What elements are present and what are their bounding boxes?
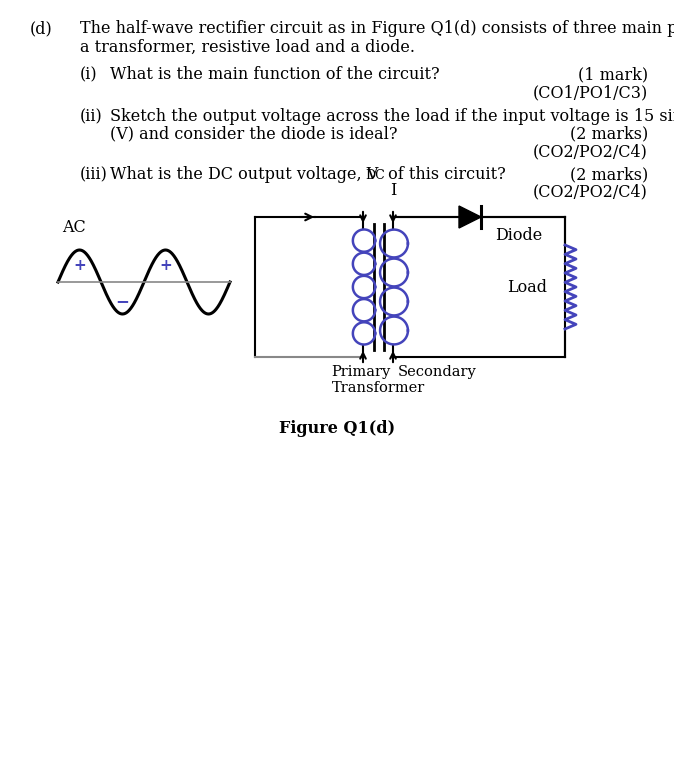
Text: (2 marks): (2 marks) — [570, 166, 648, 183]
Text: (CO1/PO1/C3): (CO1/PO1/C3) — [532, 84, 648, 101]
Text: (ii): (ii) — [80, 108, 102, 125]
Text: (CO2/PO2/C4): (CO2/PO2/C4) — [533, 183, 648, 200]
Text: (CO2/PO2/C4): (CO2/PO2/C4) — [533, 143, 648, 160]
Text: Diode: Diode — [495, 226, 543, 243]
Text: (2 marks): (2 marks) — [570, 125, 648, 142]
Text: The half-wave rectifier circuit as in Figure Q1(d) consists of three main parts,: The half-wave rectifier circuit as in Fi… — [80, 20, 674, 37]
Text: +: + — [73, 259, 86, 273]
Text: (1 mark): (1 mark) — [578, 66, 648, 83]
Text: Secondary: Secondary — [398, 365, 477, 379]
Text: What is the main function of the circuit?: What is the main function of the circuit… — [110, 66, 439, 83]
Text: DC: DC — [365, 169, 385, 182]
Text: Transformer: Transformer — [332, 381, 425, 395]
Text: Sketch the output voltage across the load if the input voltage is 15 sin ω t: Sketch the output voltage across the loa… — [110, 108, 674, 125]
Text: I: I — [390, 182, 396, 199]
Text: (V) and consider the diode is ideal?: (V) and consider the diode is ideal? — [110, 125, 398, 142]
Text: a transformer, resistive load and a diode.: a transformer, resistive load and a diod… — [80, 39, 415, 56]
Text: −: − — [115, 292, 129, 310]
Text: +: + — [159, 259, 172, 273]
Text: (d): (d) — [30, 20, 53, 37]
Text: Load: Load — [507, 279, 547, 296]
Text: (iii): (iii) — [80, 166, 108, 183]
Text: (i): (i) — [80, 66, 98, 83]
Text: What is the DC output voltage, V: What is the DC output voltage, V — [110, 166, 378, 183]
Text: of this circuit?: of this circuit? — [383, 166, 506, 183]
Text: AC: AC — [62, 219, 86, 236]
Polygon shape — [459, 206, 481, 228]
Text: Figure Q1(d): Figure Q1(d) — [279, 420, 395, 437]
Text: Primary: Primary — [332, 365, 391, 379]
